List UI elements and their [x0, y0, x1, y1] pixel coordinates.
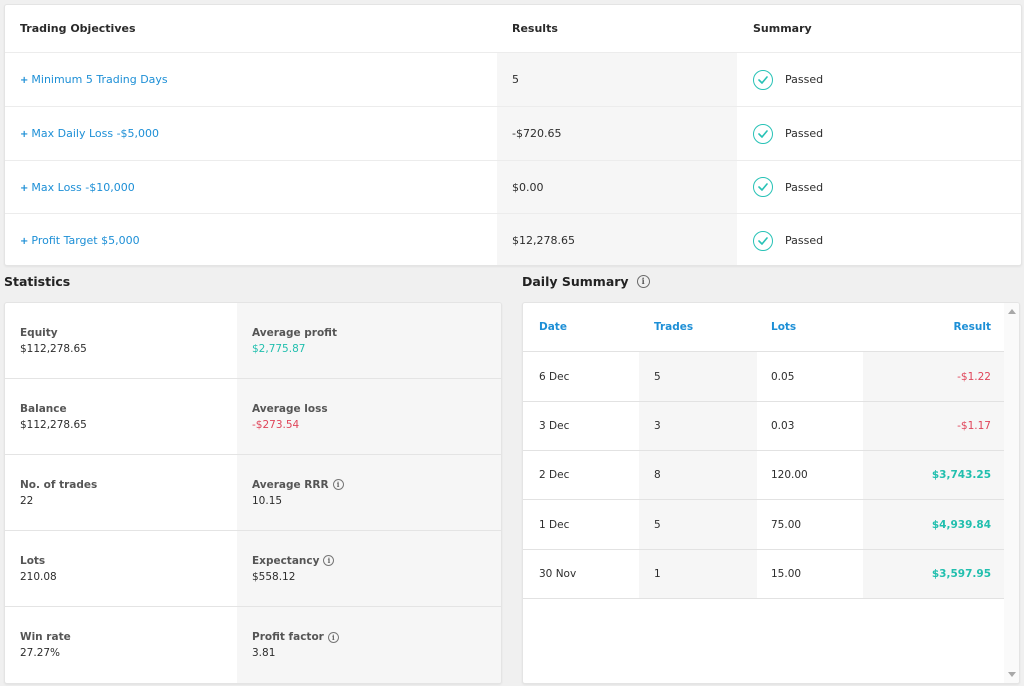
- cell-date: 30 Nov: [539, 568, 577, 580]
- cell-date: 3 Dec: [539, 420, 570, 432]
- stat-label-average-rrr: Average RRR i: [252, 479, 501, 491]
- stat-value-average-profit: $2,775.87: [252, 342, 306, 355]
- objective-row: + Max Daily Loss -$5,000 -$720.65 Passed: [5, 107, 1021, 161]
- check-circle-icon: [753, 177, 773, 197]
- cell-trades: 3: [639, 402, 757, 450]
- statistics-panel: Equity $112,278.65 Average profit $2,775…: [4, 302, 502, 684]
- cell-lots: 0.03: [771, 420, 795, 432]
- objective-link-max-loss[interactable]: + Max Loss -$10,000: [20, 180, 135, 194]
- cell-lots: 120.00: [771, 469, 808, 481]
- stat-value-profit-factor: 3.81: [252, 647, 276, 659]
- column-header-result[interactable]: Result: [953, 321, 991, 333]
- cell-date: 2 Dec: [539, 469, 570, 481]
- table-row: 3 Dec 3 0.03 -$1.17: [523, 402, 1006, 451]
- stat-label-expectancy: Expectancy i: [252, 555, 501, 567]
- objective-link-profit-target[interactable]: + Profit Target $5,000: [20, 234, 140, 247]
- stat-value-balance: $112,278.65: [20, 418, 87, 431]
- stat-value-trades: 22: [20, 494, 34, 507]
- stat-value-average-rrr: 10.15: [252, 494, 283, 507]
- cell-lots: 0.05: [771, 370, 795, 383]
- statistics-title: Statistics: [4, 273, 71, 289]
- objective-result: $12,278.65: [497, 214, 737, 265]
- objective-status: Passed: [785, 180, 824, 194]
- info-circle-icon[interactable]: i: [323, 555, 335, 566]
- cell-trades: 5: [639, 352, 757, 401]
- daily-summary-table: Date Trades Lots Result 6 Dec 5 0.05 -$1…: [522, 302, 1020, 684]
- check-circle-icon: [753, 123, 773, 144]
- stat-row: Lots 210.08 Expectancy i $558.12: [5, 531, 501, 607]
- cell-lots: 15.00: [771, 568, 802, 580]
- table-row: 1 Dec 5 75.00 $4,939.84: [523, 500, 1006, 550]
- objective-status: Passed: [785, 234, 824, 247]
- stat-value-win-rate: 27.27%: [20, 647, 61, 659]
- stat-label-win-rate: Win rate: [20, 631, 71, 643]
- column-header-lots[interactable]: Lots: [771, 321, 797, 333]
- cell-trades: 8: [639, 451, 757, 499]
- stat-value-expectancy: $558.12: [252, 570, 296, 583]
- objective-row: + Profit Target $5,000 $12,278.65 Passed: [5, 214, 1021, 265]
- scroll-down-arrow-icon[interactable]: [1008, 672, 1016, 677]
- stat-value-equity: $112,278.65: [20, 342, 87, 355]
- objectives-header-row: Trading Objectives Results Summary: [5, 5, 1021, 53]
- cell-result: -$1.17: [863, 402, 1006, 450]
- stat-value-lots: 210.08: [20, 570, 57, 583]
- stat-label-profit-factor: Profit factor i: [252, 631, 501, 643]
- info-circle-icon[interactable]: i: [327, 631, 339, 643]
- cell-trades: 1: [639, 550, 757, 598]
- stat-value-average-loss: -$273.54: [252, 418, 300, 431]
- stat-row: No. of trades 22 Average RRR i 10.15: [5, 455, 501, 531]
- stat-label-average-profit: Average profit: [252, 326, 337, 339]
- stat-label-equity: Equity: [20, 326, 58, 339]
- plus-icon: +: [20, 182, 29, 194]
- stat-row: Win rate 27.27% Profit factor i 3.81: [5, 607, 501, 683]
- objective-result: $0.00: [497, 161, 737, 213]
- cell-result: $3,597.95: [863, 550, 1006, 598]
- objective-status: Passed: [785, 127, 824, 140]
- objective-result: 5: [497, 53, 737, 106]
- column-header-trades[interactable]: Trades: [654, 321, 694, 333]
- cell-date: 1 Dec: [539, 518, 570, 531]
- cell-result: -$1.22: [863, 352, 1006, 401]
- objectives-header-objective: Trading Objectives: [20, 22, 136, 35]
- trading-objectives-table: Trading Objectives Results Summary + Mini…: [4, 4, 1022, 266]
- daily-summary-title: Daily Summary i: [522, 272, 650, 290]
- scroll-up-arrow-icon[interactable]: [1008, 309, 1016, 314]
- objective-result: -$720.65: [497, 107, 737, 160]
- check-circle-icon: [753, 230, 773, 251]
- table-row: 2 Dec 8 120.00 $3,743.25: [523, 451, 1006, 500]
- plus-icon: +: [20, 236, 29, 247]
- stat-label-trades: No. of trades: [20, 478, 98, 491]
- stat-label-balance: Balance: [20, 402, 67, 415]
- stat-row: Balance $112,278.65 Average loss -$273.5…: [5, 379, 501, 455]
- cell-result: $4,939.84: [863, 500, 1006, 549]
- cell-result: $3,743.25: [863, 451, 1006, 499]
- check-circle-icon: [753, 69, 773, 90]
- table-row: 6 Dec 5 0.05 -$1.22: [523, 352, 1006, 402]
- cell-lots: 75.00: [771, 518, 802, 531]
- objective-row: + Max Loss -$10,000 $0.00 Passed: [5, 161, 1021, 214]
- stat-label-average-loss: Average loss: [252, 402, 328, 415]
- column-header-date[interactable]: Date: [539, 321, 567, 333]
- stat-label-lots: Lots: [20, 554, 46, 567]
- vertical-scrollbar[interactable]: [1004, 303, 1019, 683]
- table-row: 30 Nov 1 15.00 $3,597.95: [523, 550, 1006, 599]
- objective-link-min-trading-days[interactable]: + Minimum 5 Trading Days: [20, 73, 168, 86]
- info-circle-icon[interactable]: i: [636, 274, 650, 288]
- info-circle-icon[interactable]: i: [332, 479, 344, 490]
- stat-row: Equity $112,278.65 Average profit $2,775…: [5, 303, 501, 379]
- objective-link-max-daily-loss[interactable]: + Max Daily Loss -$5,000: [20, 127, 160, 140]
- objective-row: + Minimum 5 Trading Days 5 Passed: [5, 53, 1021, 107]
- objective-status: Passed: [785, 73, 824, 86]
- objectives-header-results: Results: [512, 22, 558, 35]
- cell-trades: 5: [639, 500, 757, 549]
- plus-icon: +: [20, 129, 29, 140]
- objectives-header-summary: Summary: [753, 22, 812, 35]
- plus-icon: +: [20, 75, 29, 86]
- daily-header-row: Date Trades Lots Result: [523, 303, 1006, 352]
- cell-date: 6 Dec: [539, 370, 570, 383]
